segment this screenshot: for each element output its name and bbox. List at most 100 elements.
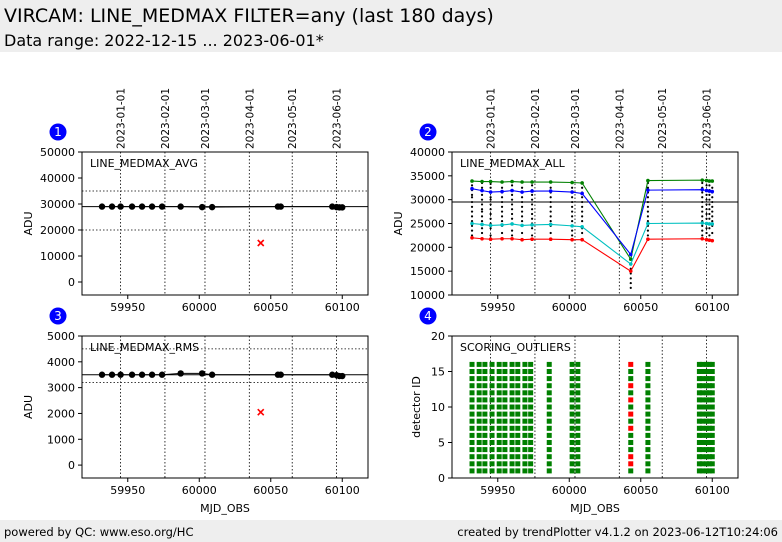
detector-point [470, 210, 474, 213]
series-line [102, 372, 343, 377]
y-tick-label: 25000 [410, 218, 445, 231]
data-range-subtitle: Data range: 2022-12-15 ... 2023-06-01* [4, 31, 324, 50]
detector-point [510, 208, 514, 211]
score-cell [696, 440, 702, 445]
y-tick-label: 3000 [47, 382, 75, 395]
series-point [707, 179, 712, 183]
series-point [510, 236, 514, 241]
score-cell [546, 369, 552, 374]
outlier-cell [628, 461, 634, 467]
score-cell [546, 468, 552, 474]
y-tick-label: 10000 [410, 289, 445, 302]
detector-point [510, 184, 514, 187]
score-cell [645, 411, 651, 417]
detector-point [520, 186, 524, 189]
outlier-mark-b [257, 408, 265, 416]
series-point [470, 236, 474, 240]
score-cell [522, 376, 528, 382]
y-tick-label: 30000 [40, 198, 75, 211]
score-cell [704, 425, 710, 431]
score-cell [696, 432, 702, 438]
score-cell [575, 404, 581, 410]
detector-point [520, 196, 524, 199]
data-point [198, 370, 206, 377]
score-cell [469, 425, 475, 431]
score-cell [628, 468, 634, 474]
score-cell [476, 404, 482, 410]
chart-panel-4: 4 0 5 10 15 20 59950 60000 60050 60100 MJD_OBS dete… [410, 307, 739, 515]
series-point [704, 178, 709, 183]
detector-point [549, 205, 552, 208]
detector-point [646, 196, 650, 199]
series-point [500, 223, 504, 227]
score-cell [476, 425, 482, 431]
detector-point [520, 215, 524, 218]
panel-badge-1 [49, 123, 67, 141]
series-point [530, 223, 534, 227]
chart-panel-3: 3 0 1000 2000 3000 4000 5000 59950 60000 60050 601… [22, 307, 369, 515]
score-cell [704, 369, 710, 374]
score-cell [704, 383, 710, 389]
score-cell [528, 454, 534, 460]
outlier-cell [628, 383, 634, 389]
y-tick-label: 10 [431, 401, 445, 414]
score-cell [522, 432, 528, 438]
score-cell [628, 432, 634, 438]
detector-point [520, 220, 524, 223]
y-tick-label: 5000 [47, 330, 75, 343]
series-point [500, 180, 504, 184]
detector-point [708, 212, 711, 216]
score-cell [645, 454, 651, 460]
series-point [710, 238, 715, 243]
score-cell [528, 383, 534, 389]
detector-point [646, 210, 650, 213]
score-cell [515, 361, 521, 367]
detector-point [701, 205, 704, 208]
y-tick-label: 20 [431, 330, 445, 343]
score-cell [628, 447, 634, 453]
series-point [480, 222, 484, 227]
detector-point [470, 229, 474, 232]
panel-badge-number: 2 [424, 125, 432, 139]
score-cell [482, 411, 488, 417]
score-cell [546, 390, 552, 396]
score-cell [502, 383, 508, 389]
score-cell [704, 461, 710, 467]
score-cell [496, 383, 502, 389]
outlier-cell [628, 397, 634, 403]
y-tick-label: 0 [68, 276, 75, 289]
detector-point [571, 196, 574, 199]
y-tick-label: 50000 [40, 146, 75, 159]
score-cell [699, 432, 705, 438]
score-cell [489, 361, 495, 367]
series-point [580, 191, 584, 196]
detector-point [500, 231, 504, 235]
series-point [570, 190, 574, 194]
data-point [148, 371, 156, 378]
score-cell [515, 432, 521, 438]
score-cell [706, 404, 712, 410]
detector-point [530, 208, 534, 211]
score-cell [645, 376, 651, 382]
score-cell [645, 369, 651, 374]
score-cell [699, 369, 705, 374]
score-cell [709, 397, 715, 403]
y-axis-label: ADU [22, 395, 35, 419]
score-cell [482, 369, 488, 374]
detector-point [711, 231, 714, 235]
date-tick-label: 2023-01-01 [486, 88, 498, 149]
panel-badge-number: 4 [424, 309, 432, 323]
score-cell [706, 447, 712, 453]
score-cell [509, 454, 515, 460]
score-cell [509, 418, 515, 424]
detector-point [708, 184, 711, 187]
score-cell [482, 425, 488, 431]
score-cell [546, 447, 552, 453]
score-cell [515, 369, 521, 374]
data-point [128, 371, 136, 378]
score-cell [706, 468, 712, 474]
score-cell [489, 390, 495, 396]
score-cell [569, 425, 575, 431]
score-cell [496, 361, 502, 367]
series-point [570, 180, 574, 185]
